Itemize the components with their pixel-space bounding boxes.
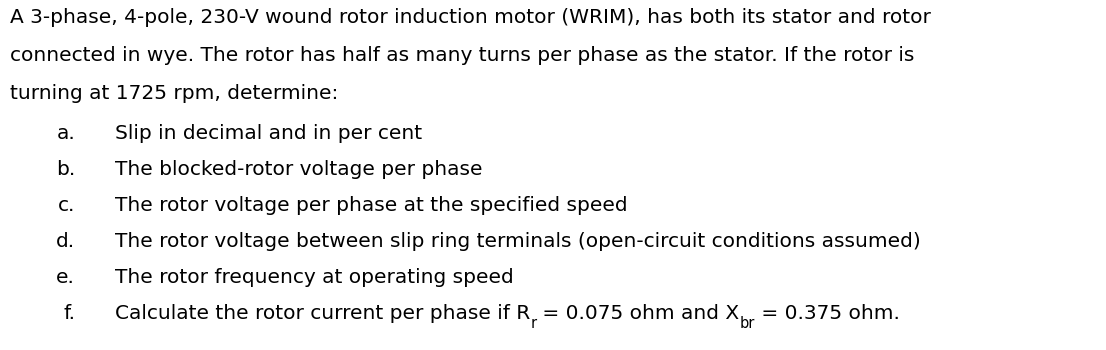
Text: The rotor frequency at operating speed: The rotor frequency at operating speed xyxy=(115,268,514,287)
Text: Slip in decimal and in per cent: Slip in decimal and in per cent xyxy=(115,124,422,143)
Text: e.: e. xyxy=(56,268,75,287)
Text: r: r xyxy=(530,316,536,331)
Text: = 0.075 ohm and X: = 0.075 ohm and X xyxy=(536,304,740,323)
Text: b.: b. xyxy=(55,160,75,179)
Text: Calculate the rotor current per phase if R: Calculate the rotor current per phase if… xyxy=(115,304,530,323)
Text: connected in wye. The rotor has half as many turns per phase as the stator. If t: connected in wye. The rotor has half as … xyxy=(10,46,915,65)
Text: br: br xyxy=(740,316,755,331)
Text: = 0.375 ohm.: = 0.375 ohm. xyxy=(755,304,900,323)
Text: A 3-phase, 4-pole, 230-V wound rotor induction motor (WRIM), has both its stator: A 3-phase, 4-pole, 230-V wound rotor ind… xyxy=(10,8,931,27)
Text: The rotor voltage between slip ring terminals (open-circuit conditions assumed): The rotor voltage between slip ring term… xyxy=(115,232,921,251)
Text: f.: f. xyxy=(63,304,75,323)
Text: The blocked-rotor voltage per phase: The blocked-rotor voltage per phase xyxy=(115,160,482,179)
Text: c.: c. xyxy=(58,196,75,215)
Text: d.: d. xyxy=(56,232,75,251)
Text: a.: a. xyxy=(56,124,75,143)
Text: The rotor voltage per phase at the specified speed: The rotor voltage per phase at the speci… xyxy=(115,196,627,215)
Text: turning at 1725 rpm, determine:: turning at 1725 rpm, determine: xyxy=(10,84,338,103)
